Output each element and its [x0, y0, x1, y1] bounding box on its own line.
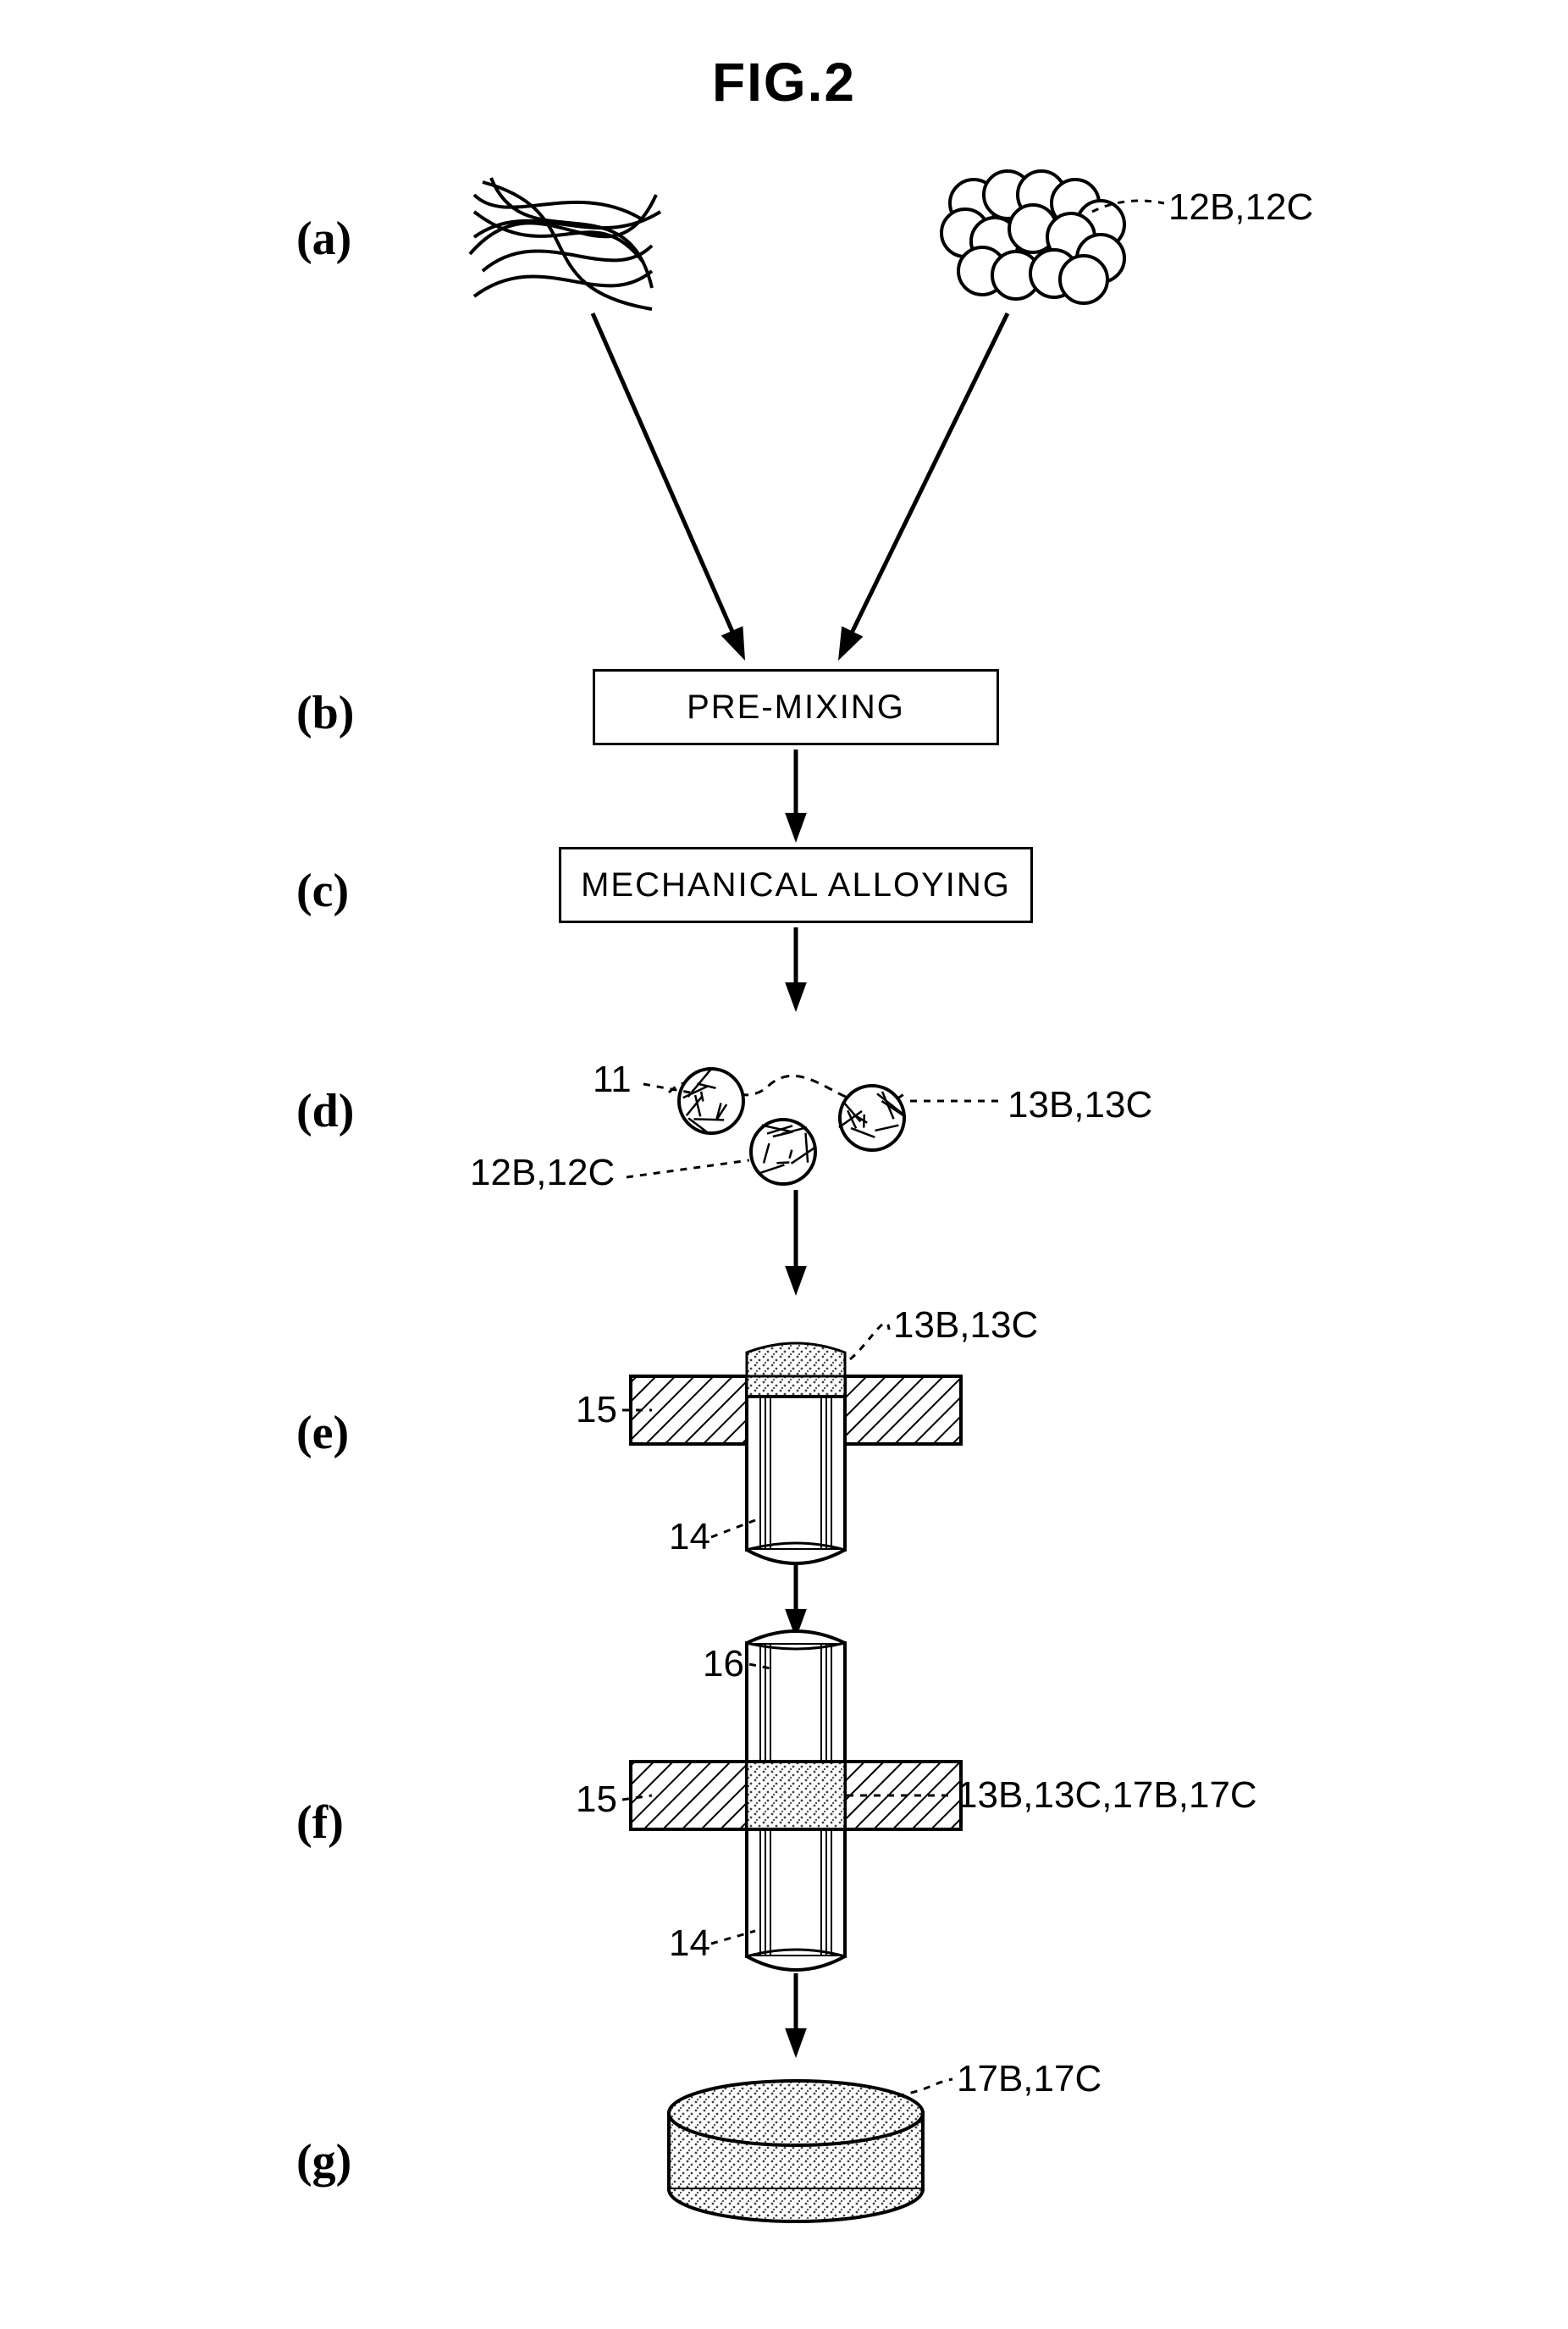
ref-14-e: 14: [669, 1516, 710, 1558]
ref-15-f: 15: [576, 1779, 617, 1821]
premixing-label: PRE-MIXING: [687, 689, 905, 727]
ref-15-e: 15: [576, 1389, 617, 1431]
step-label-a: (a): [296, 212, 351, 266]
ref-17B17C-g: 17B,17C: [957, 2058, 1101, 2100]
ref-13etc-f: 13B,13C,17B,17C: [957, 1774, 1257, 1817]
ref-13B13C-d: 13B,13C: [1008, 1084, 1152, 1126]
step-label-g: (g): [296, 2134, 351, 2188]
ref-13B13C-e: 13B,13C: [893, 1304, 1038, 1347]
step-label-c: (c): [296, 864, 349, 918]
ref-16-f: 16: [703, 1643, 744, 1685]
figure-title: FIG.2: [712, 51, 856, 113]
ref-12B12C-d: 12B,12C: [470, 1152, 615, 1194]
diagram-svg: [0, 0, 1568, 2329]
mechanical-alloying-label: MECHANICAL ALLOYING: [581, 866, 1011, 904]
page: FIG.2 (a) (b) (c) (d) (e) (f) (g) PRE-MI…: [0, 0, 1568, 2329]
step-label-b: (b): [296, 686, 354, 740]
step-label-e: (e): [296, 1406, 349, 1460]
ref-14-f: 14: [669, 1922, 710, 1965]
ref-12B12C-a: 12B,12C: [1168, 186, 1313, 229]
premixing-box: PRE-MIXING: [593, 669, 999, 745]
ref-11-d: 11: [593, 1059, 632, 1101]
step-label-f: (f): [296, 1795, 344, 1850]
step-label-d: (d): [296, 1084, 354, 1138]
mechanical-alloying-box: MECHANICAL ALLOYING: [559, 847, 1033, 923]
